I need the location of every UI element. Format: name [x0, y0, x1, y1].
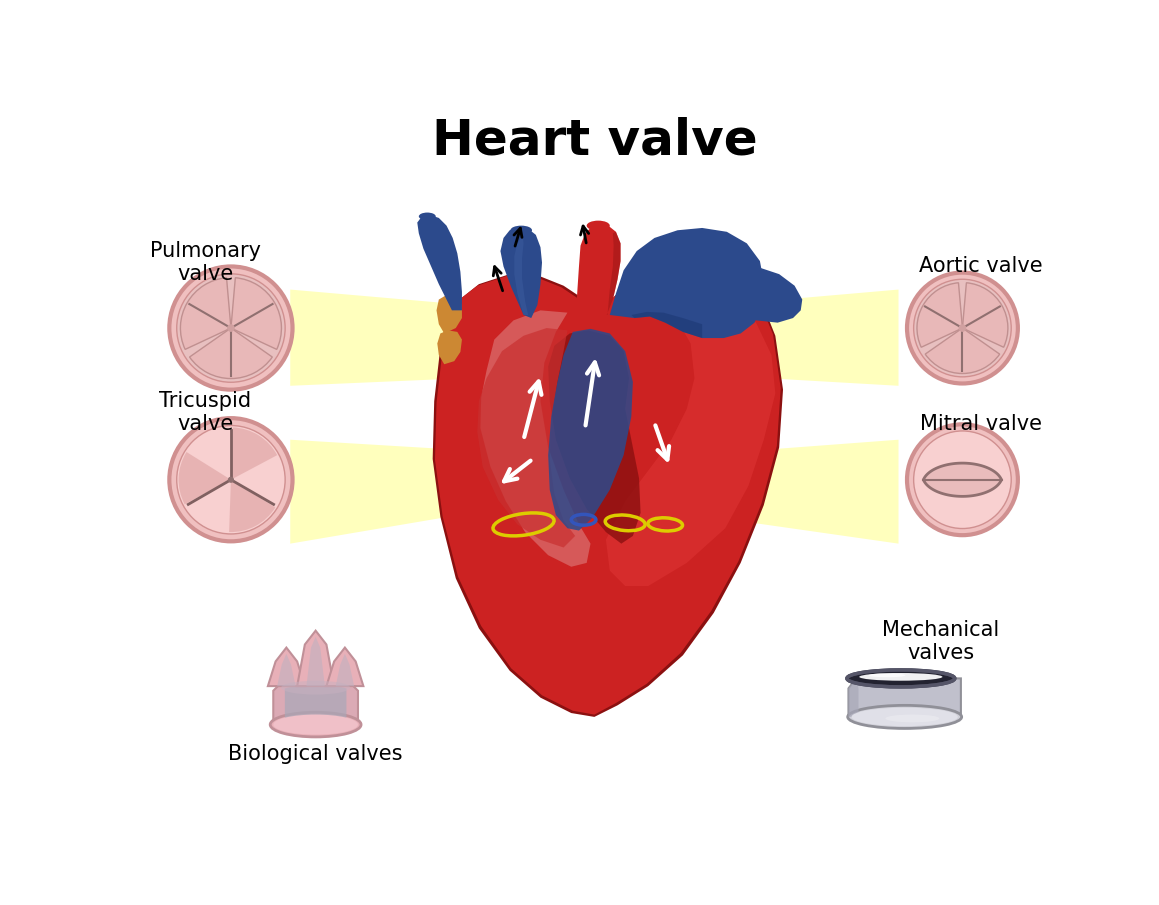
Polygon shape — [694, 440, 898, 544]
Wedge shape — [190, 328, 272, 378]
Circle shape — [913, 280, 1011, 376]
Polygon shape — [290, 440, 505, 544]
Polygon shape — [481, 310, 591, 567]
Ellipse shape — [418, 213, 436, 220]
Wedge shape — [917, 282, 962, 348]
Text: Aortic valve: Aortic valve — [919, 256, 1043, 276]
Polygon shape — [610, 228, 764, 338]
Circle shape — [227, 324, 235, 332]
Polygon shape — [576, 224, 620, 315]
Ellipse shape — [586, 221, 610, 231]
Polygon shape — [285, 681, 347, 721]
Polygon shape — [306, 637, 325, 686]
Polygon shape — [548, 330, 641, 544]
Circle shape — [176, 274, 285, 382]
Wedge shape — [229, 480, 276, 532]
Wedge shape — [962, 282, 1008, 348]
Circle shape — [169, 418, 292, 541]
Polygon shape — [437, 330, 462, 364]
Wedge shape — [925, 328, 1000, 374]
Polygon shape — [274, 683, 358, 725]
Text: Tricuspid
valve: Tricuspid valve — [160, 391, 252, 434]
Polygon shape — [671, 290, 898, 386]
Circle shape — [907, 424, 1018, 535]
Polygon shape — [548, 329, 633, 530]
Polygon shape — [437, 295, 462, 333]
Polygon shape — [515, 235, 529, 315]
Polygon shape — [432, 266, 783, 717]
Polygon shape — [297, 631, 334, 686]
Circle shape — [228, 477, 234, 483]
Polygon shape — [632, 312, 702, 338]
Ellipse shape — [847, 705, 962, 729]
Polygon shape — [606, 286, 775, 586]
Text: Biological valves: Biological valves — [228, 744, 403, 764]
Polygon shape — [327, 648, 364, 686]
Ellipse shape — [270, 712, 362, 737]
Polygon shape — [501, 227, 542, 318]
Wedge shape — [231, 427, 277, 480]
Circle shape — [907, 272, 1018, 384]
Polygon shape — [417, 214, 462, 310]
Polygon shape — [478, 328, 575, 548]
Ellipse shape — [885, 715, 939, 722]
Polygon shape — [336, 653, 355, 686]
Text: Pulmonary
valve: Pulmonary valve — [150, 241, 261, 284]
Polygon shape — [848, 679, 961, 717]
Circle shape — [958, 324, 967, 332]
Text: Mitral valve: Mitral valve — [920, 414, 1042, 434]
Text: Heart valve: Heart valve — [431, 117, 757, 165]
Ellipse shape — [868, 673, 905, 677]
Text: Mechanical
valves: Mechanical valves — [882, 620, 999, 663]
Polygon shape — [848, 679, 859, 717]
Wedge shape — [231, 278, 282, 349]
Polygon shape — [435, 268, 781, 715]
Polygon shape — [606, 232, 620, 315]
Ellipse shape — [274, 715, 358, 735]
Wedge shape — [181, 278, 231, 349]
Wedge shape — [178, 452, 231, 504]
Circle shape — [913, 431, 1011, 529]
Ellipse shape — [510, 225, 532, 235]
Circle shape — [169, 266, 292, 390]
Ellipse shape — [847, 670, 955, 687]
Polygon shape — [277, 653, 296, 686]
Circle shape — [176, 425, 285, 534]
Polygon shape — [268, 648, 305, 686]
Ellipse shape — [859, 673, 942, 681]
Ellipse shape — [280, 681, 350, 694]
Ellipse shape — [852, 708, 957, 726]
Polygon shape — [290, 290, 498, 386]
Polygon shape — [723, 262, 802, 323]
